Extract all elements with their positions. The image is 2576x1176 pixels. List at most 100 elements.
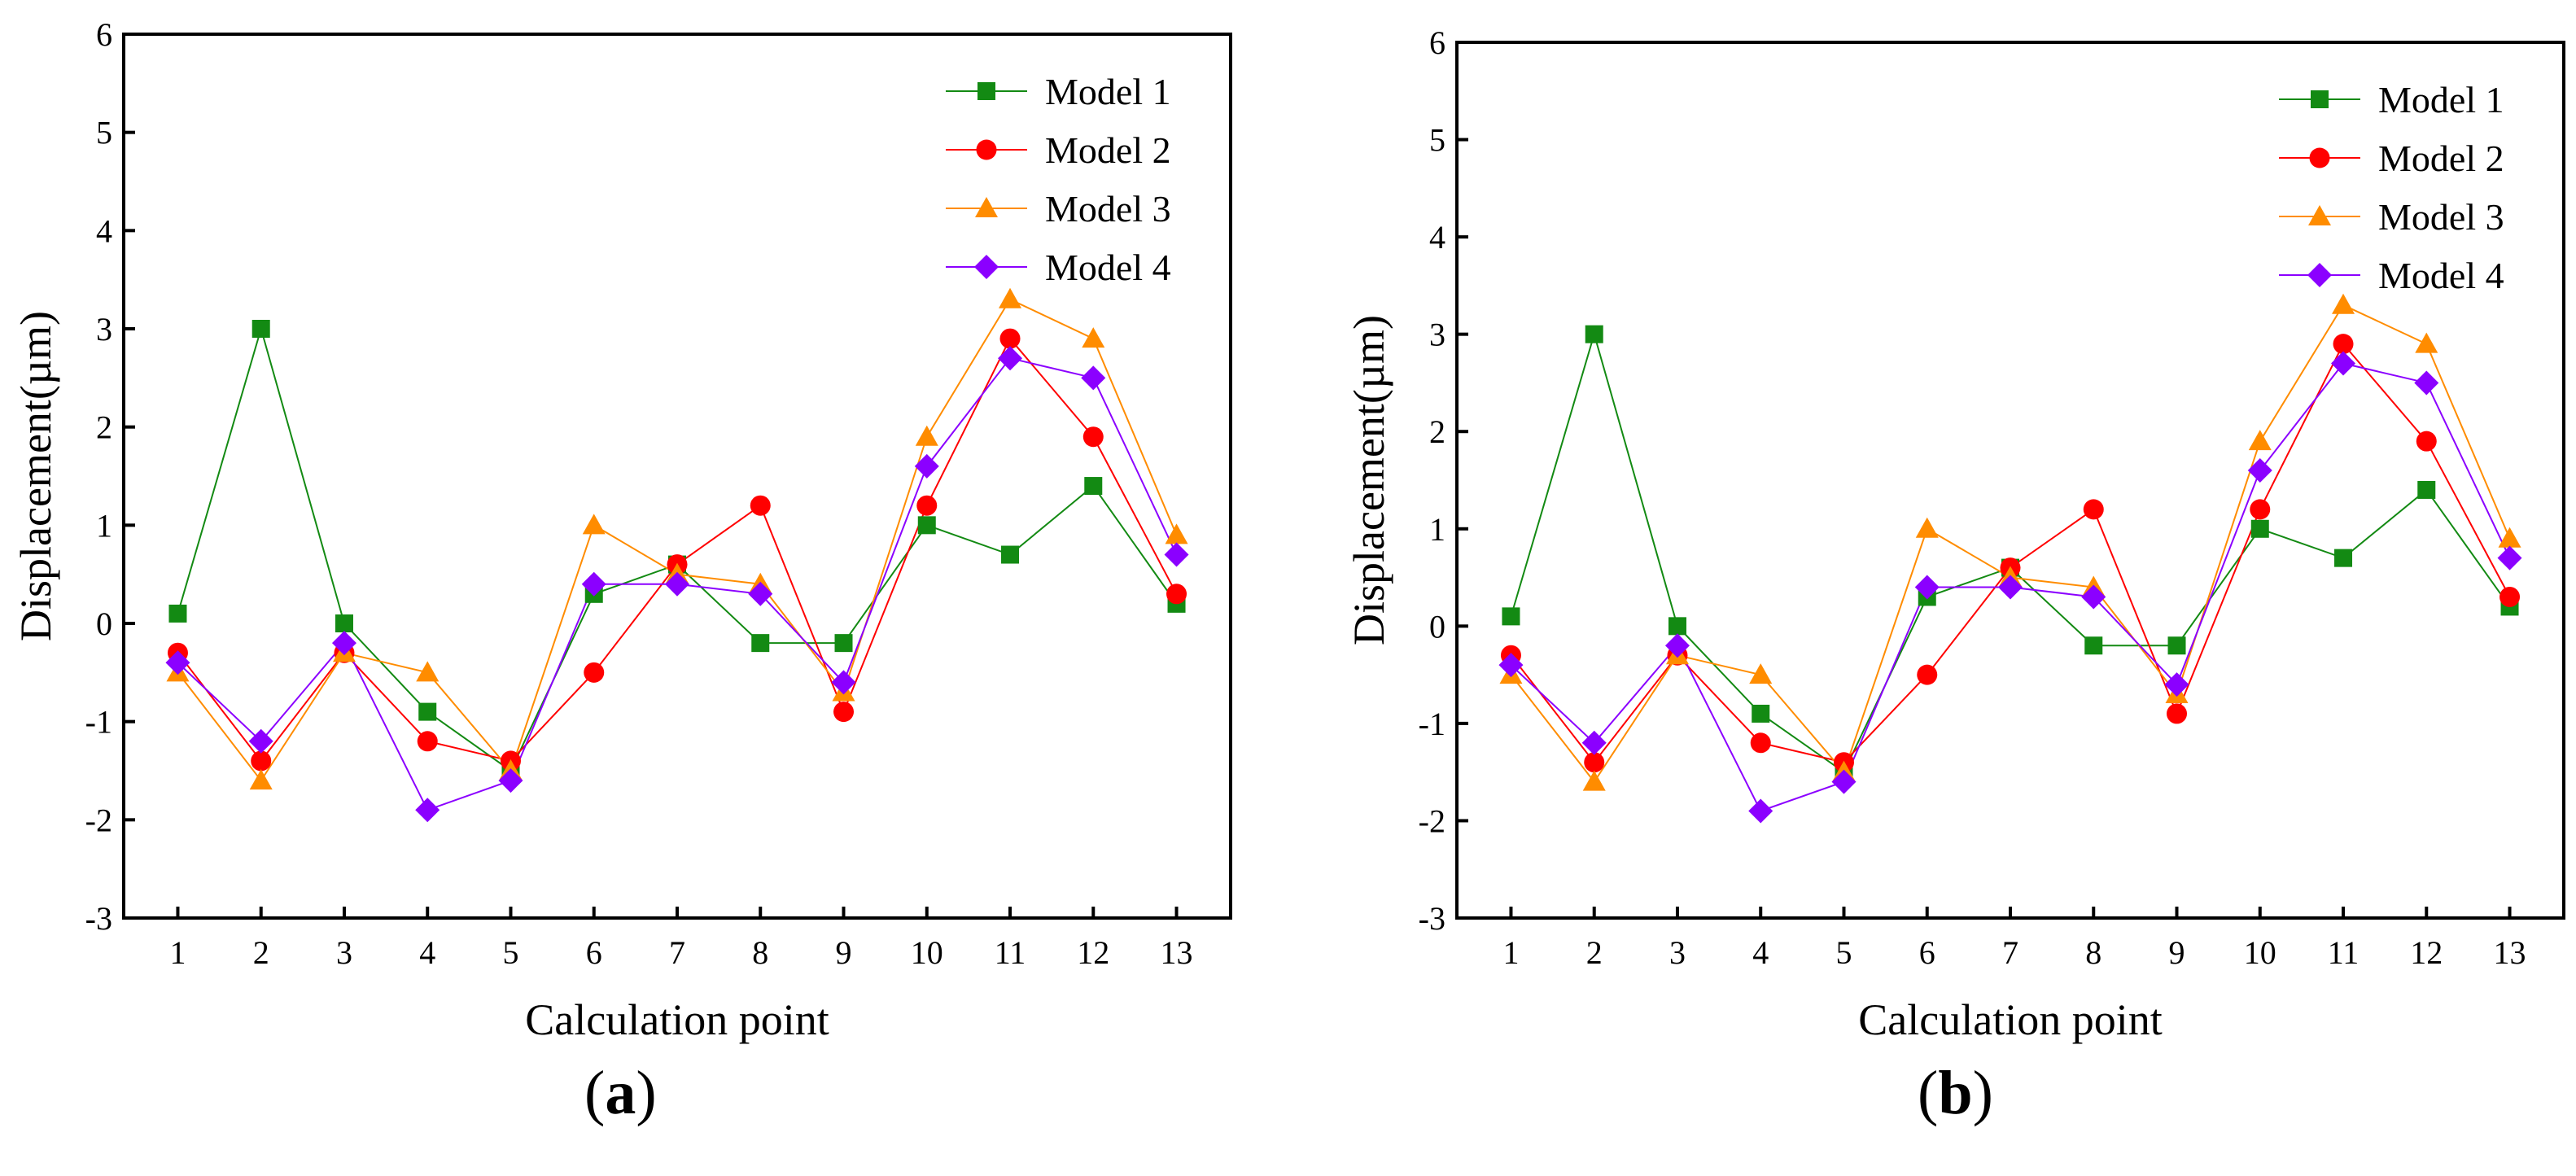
panel-b-legend-marker bbox=[2311, 90, 2329, 108]
panel-a-y-tick-label: -2 bbox=[85, 802, 112, 838]
panel-a-series-1-point bbox=[335, 614, 353, 632]
panel-a-series-2-point bbox=[584, 662, 605, 683]
panel-b-series-3-point bbox=[1582, 770, 1606, 791]
panel-a-x-tick-label: 7 bbox=[669, 934, 685, 971]
panel-b-series-4-point bbox=[2164, 672, 2189, 697]
panel-b-series-2-point bbox=[2250, 499, 2271, 520]
panel-b-series-4-point bbox=[1664, 633, 1690, 658]
panel-a-x-axis-title: Calculation point bbox=[525, 995, 829, 1044]
panel-a-series-3-point bbox=[1165, 523, 1188, 544]
panel-b-x-axis-title: Calculation point bbox=[1858, 995, 2162, 1044]
panel-b-y-tick-label: 0 bbox=[1429, 608, 1445, 645]
panel-a-series-4-point bbox=[248, 728, 273, 754]
panel-a-legend-marker bbox=[977, 82, 995, 100]
panel-b-series-1-point bbox=[2167, 636, 2186, 655]
panel-b-series-4-point bbox=[1998, 575, 2023, 600]
panel-a-y-tick-label: 4 bbox=[96, 212, 112, 249]
panel-b-y-tick-label: 1 bbox=[1429, 511, 1445, 548]
panel-a-legend-label: Model 3 bbox=[1045, 188, 1171, 230]
panel-a-series-1-point bbox=[1084, 477, 1103, 496]
panel-a-y-tick-label: -1 bbox=[85, 704, 112, 741]
panel-a-legend-marker bbox=[975, 197, 998, 217]
panel-a-series-2-point bbox=[999, 328, 1021, 349]
panel-b-series-2-point bbox=[1750, 732, 1771, 754]
panel-a-x-tick-label: 4 bbox=[419, 934, 435, 971]
panel-b-series-2-point bbox=[2416, 431, 2437, 452]
panel-b-label: b bbox=[1938, 1059, 1973, 1127]
panel-a-series-4-point bbox=[748, 581, 773, 606]
panel-a-series-3-point bbox=[999, 287, 1022, 308]
panel-a-x-tick-label: 13 bbox=[1161, 934, 1193, 971]
panel-a-x-tick-label: 11 bbox=[995, 934, 1026, 971]
panel-b-legend-label: Model 4 bbox=[2378, 255, 2504, 296]
panel-a-legend-label: Model 2 bbox=[1045, 129, 1171, 171]
panel-a-series-3-point bbox=[1082, 327, 1105, 348]
panel-a-series-4-point bbox=[1081, 365, 1106, 391]
panel-b-x-tick-label: 7 bbox=[2002, 934, 2018, 971]
panel-a-series-4-point bbox=[914, 453, 939, 479]
panel-a-y-tick-label: -3 bbox=[85, 900, 112, 937]
panel-b-series-2-point bbox=[2083, 499, 2104, 520]
panel-a-x-tick-label: 6 bbox=[586, 934, 602, 971]
panel-a-x-tick-label: 9 bbox=[836, 934, 852, 971]
panel-a-series-3-point bbox=[582, 514, 606, 535]
panel-a-series-2-point bbox=[1082, 426, 1104, 448]
panel-a-legend-label: Model 4 bbox=[1045, 247, 1171, 288]
panel-b-y-tick-label: 3 bbox=[1429, 317, 1445, 353]
panel-b-legend-label: Model 3 bbox=[2378, 196, 2504, 238]
panel-a-series-2-point bbox=[417, 731, 438, 752]
panel-b-series-2-point bbox=[2333, 334, 2354, 355]
panel-b-series-3-point bbox=[1915, 517, 1939, 538]
panel-b-series-1-point bbox=[2334, 549, 2353, 567]
panel-a-y-tick-label: 0 bbox=[96, 605, 112, 642]
panel-a-series-4-point bbox=[1164, 542, 1189, 567]
panel-b-x-tick-label: 5 bbox=[1835, 934, 1852, 971]
panel-a-series-4-point bbox=[998, 346, 1023, 371]
panel-a-series-2-point bbox=[833, 702, 855, 723]
panel-b-series-4-point bbox=[2247, 458, 2272, 483]
panel-a-series-1-point bbox=[418, 702, 437, 721]
panel-a-series-3-point bbox=[249, 769, 273, 790]
panel-a-legend-marker bbox=[976, 139, 997, 160]
panel-a-series-3-point bbox=[416, 661, 440, 682]
panel-a-series-1-point bbox=[917, 516, 936, 535]
panel-b-series-1-point bbox=[2084, 636, 2103, 655]
panel-a-series-2-point bbox=[916, 495, 938, 516]
panel-b-series-3-point bbox=[1749, 663, 1773, 684]
panel-b-series-3-point bbox=[2248, 430, 2272, 451]
panel-b-series-1-point bbox=[2250, 519, 2269, 538]
panel-a-series-1-point bbox=[751, 634, 770, 653]
panel-b-x-tick-label: 8 bbox=[2085, 934, 2101, 971]
panel-a-series-4-point bbox=[498, 768, 523, 793]
panel-b-series-4-point bbox=[2331, 351, 2356, 376]
panel-a-series-1-point bbox=[168, 604, 187, 623]
panel-b-y-tick-label: -1 bbox=[1419, 706, 1445, 742]
panel-a-legend-marker bbox=[974, 255, 999, 279]
panel-b-y-axis-title: Displacement(µm) bbox=[1345, 315, 1393, 645]
panel-b-series-4-point bbox=[2497, 545, 2522, 571]
panel-b-series-4-point bbox=[1498, 653, 1524, 678]
panel-a-series-4-point bbox=[331, 631, 356, 656]
panel-b-x-tick-label: 1 bbox=[1502, 934, 1519, 971]
panel-b-series-1-point bbox=[1668, 617, 1686, 636]
panel-a-series-4-point bbox=[581, 571, 606, 597]
panel-b-series-2-point bbox=[2499, 586, 2521, 607]
panel-a-series-line-2 bbox=[177, 337, 1178, 763]
panel-b-y-tick-label: 6 bbox=[1429, 24, 1445, 61]
panel-b-series-4-point bbox=[2414, 370, 2439, 396]
panel-a-series-3-point bbox=[915, 425, 938, 446]
panel-b-series-3-point bbox=[2415, 332, 2438, 353]
panel-b-y-tick-label: 2 bbox=[1429, 413, 1445, 450]
panel-b-series-line-2 bbox=[1510, 342, 2511, 764]
panel-b-series-4-point bbox=[2081, 584, 2106, 610]
panel-a-x-tick-label: 5 bbox=[502, 934, 518, 971]
panel-b-x-tick-label: 12 bbox=[2410, 934, 2443, 971]
panel-b-legend-marker bbox=[2307, 263, 2332, 287]
panel-a-y-tick-label: 1 bbox=[96, 507, 112, 544]
panel-a-series-4-point bbox=[831, 670, 856, 695]
panel-b-series-3-point bbox=[2498, 527, 2521, 548]
